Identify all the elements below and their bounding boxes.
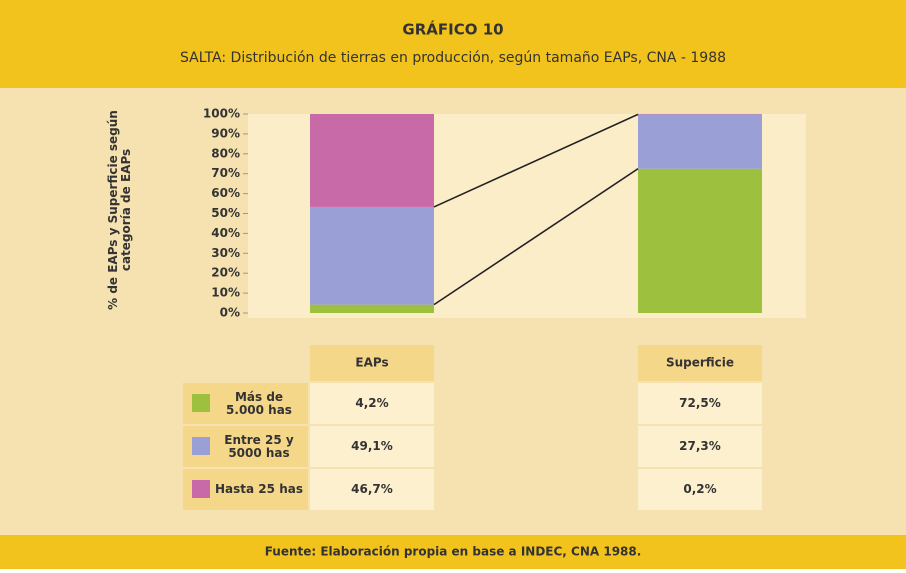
bar-segment <box>310 207 434 305</box>
y-tick-label: 10% <box>211 286 240 300</box>
table-value: 0,2% <box>683 482 716 496</box>
legend-swatch <box>192 480 210 498</box>
table-value: 72,5% <box>679 396 721 410</box>
y-tick-label: 30% <box>211 246 240 260</box>
table-value: 27,3% <box>679 439 721 453</box>
bar-segment <box>310 305 434 313</box>
source: Fuente: Elaboración propia en base a IND… <box>265 545 642 559</box>
legend-label: Hasta 25 has <box>214 469 304 510</box>
y-tick-label: 70% <box>211 166 240 180</box>
legend-swatch <box>192 394 210 412</box>
bar-segment <box>310 114 434 207</box>
y-tick-label: 20% <box>211 266 240 280</box>
y-tick-label: 40% <box>211 226 240 240</box>
legend-label-box: Más de 5.000 has <box>214 383 304 424</box>
y-tick-label: 60% <box>211 186 240 200</box>
table-header: Superficie <box>666 356 734 370</box>
table-value: 49,1% <box>351 439 393 453</box>
header-band <box>0 0 906 88</box>
bar-segment <box>638 114 762 168</box>
y-tick-label: 80% <box>211 146 240 160</box>
y-tick-label: 0% <box>220 306 240 320</box>
table-value: 46,7% <box>351 482 393 496</box>
y-axis-label-box: % de EAPs y Superficie según categoría d… <box>100 100 140 320</box>
y-tick-label: 50% <box>211 206 240 220</box>
y-tick-label: 100% <box>203 107 240 121</box>
legend-label: Entre 25 y 5000 has <box>214 426 304 467</box>
y-tick-label: 90% <box>211 126 240 140</box>
table-header: EAPs <box>355 356 388 370</box>
y-axis-label: % de EAPs y Superficie según categoría d… <box>100 100 140 320</box>
legend-label-box: Entre 25 y 5000 has <box>214 426 304 467</box>
legend-label-box: Hasta 25 has <box>214 469 304 510</box>
chart-title: GRÁFICO 10 <box>402 20 503 39</box>
table-value: 4,2% <box>355 396 388 410</box>
legend-label: Más de 5.000 has <box>214 383 304 424</box>
chart-subtitle: SALTA: Distribución de tierras en produc… <box>180 50 726 66</box>
bar-segment <box>638 169 762 313</box>
legend-swatch <box>192 437 210 455</box>
